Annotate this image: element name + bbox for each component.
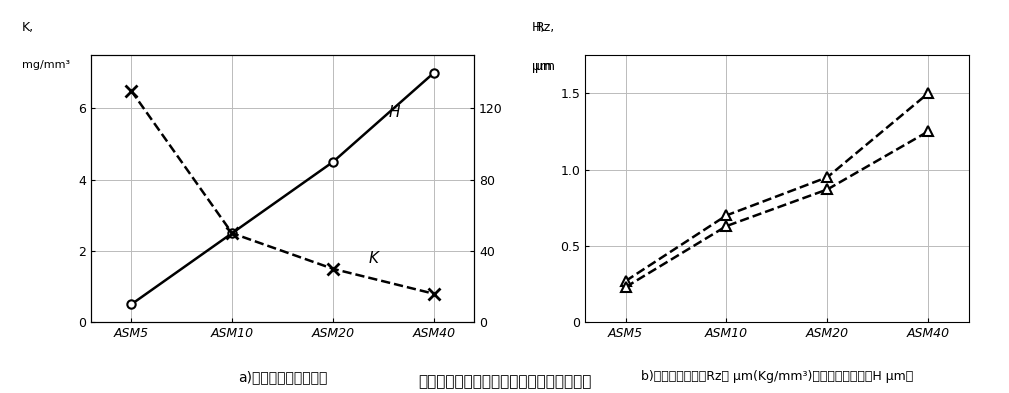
Text: 图二：金刘石微粉粒度对陶石精加工的影响: 图二：金刘石微粉粒度对陶石精加工的影响 [418, 374, 591, 389]
Text: b)工件表面粗糙度Rz， μm(Kg/mm³)和去除材料总量（H μm）: b)工件表面粗糙度Rz， μm(Kg/mm³)和去除材料总量（H μm） [641, 370, 913, 383]
Text: K: K [368, 251, 378, 266]
Text: H,: H, [532, 21, 545, 34]
Text: μm: μm [536, 61, 555, 73]
Text: K,: K, [22, 21, 34, 34]
Text: mg/mm³: mg/mm³ [22, 61, 70, 70]
Text: μm: μm [532, 61, 552, 73]
Text: a)金刘石磨料的比耗量: a)金刘石磨料的比耗量 [238, 370, 327, 384]
Text: Rz,: Rz, [536, 21, 555, 34]
Text: H: H [388, 105, 400, 119]
